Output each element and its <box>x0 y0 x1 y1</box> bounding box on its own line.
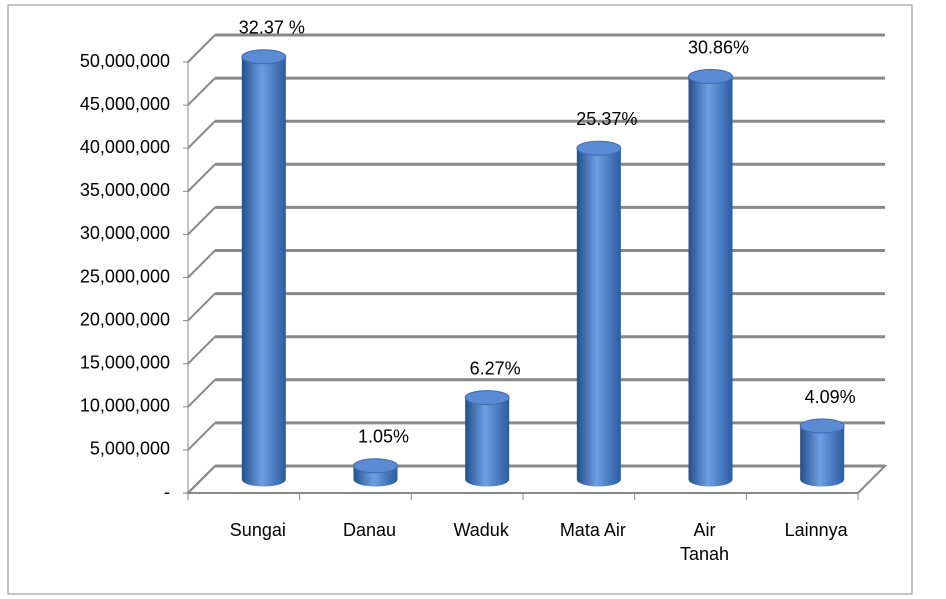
bar-top <box>688 69 733 85</box>
x-tick-label: Air Tanah <box>679 520 730 564</box>
grid-line <box>187 34 216 63</box>
y-tick-label: 10,000,000 <box>80 396 170 416</box>
data-label: 6.27% <box>470 358 521 378</box>
y-tick-label: 5,000,000 <box>90 439 170 459</box>
bar-body <box>465 397 510 487</box>
grid-line <box>187 120 216 149</box>
bar-body <box>576 148 621 487</box>
data-label: 25.37% <box>576 109 637 129</box>
bar-body <box>688 76 733 487</box>
bar-body <box>800 426 845 487</box>
y-tick-label: 45,000,000 <box>80 94 170 114</box>
y-tick-label: 15,000,000 <box>80 352 170 372</box>
grid-line <box>187 206 216 236</box>
y-tick-label: 40,000,000 <box>80 137 170 157</box>
bar-top <box>576 140 622 156</box>
x-tick-label: Waduk <box>453 520 509 540</box>
grid-line <box>187 249 216 279</box>
x-tick-label: Mata Air <box>559 520 626 540</box>
bar <box>576 140 622 487</box>
grid-line <box>187 465 216 494</box>
y-tick-label: 35,000,000 <box>80 180 170 200</box>
bar <box>241 49 287 487</box>
bar <box>799 418 845 487</box>
bar-top <box>353 458 398 474</box>
data-label: 4.09% <box>805 387 856 407</box>
data-label: 1.05% <box>358 427 409 447</box>
y-tick-label: 50,000,000 <box>80 51 170 71</box>
bar <box>688 69 733 487</box>
y-tick-label: 30,000,000 <box>80 223 170 243</box>
y-tick-label: 20,000,000 <box>80 309 170 329</box>
grid-line <box>187 335 216 365</box>
bar-top <box>799 418 845 434</box>
data-label: 30.86% <box>688 37 749 57</box>
x-tick-label: Lainnya <box>784 520 848 540</box>
y-tick-label: 25,000,000 <box>80 266 170 286</box>
grid-line <box>187 292 216 322</box>
bar-top <box>241 49 287 65</box>
grid-line <box>187 163 216 193</box>
grid-line <box>187 422 216 451</box>
x-tick-label: Danau <box>342 520 397 540</box>
grid-line <box>187 379 216 408</box>
bar <box>353 458 398 487</box>
bar <box>464 390 510 487</box>
bar-body <box>241 56 286 487</box>
floor <box>185 465 888 494</box>
grid-line <box>187 77 216 106</box>
y-tick-label: - <box>164 482 170 502</box>
x-tick-label: Sungai <box>229 520 286 540</box>
chart-frame <box>7 4 913 595</box>
data-label: 32.37 % <box>239 18 305 38</box>
bar-top <box>464 390 510 406</box>
